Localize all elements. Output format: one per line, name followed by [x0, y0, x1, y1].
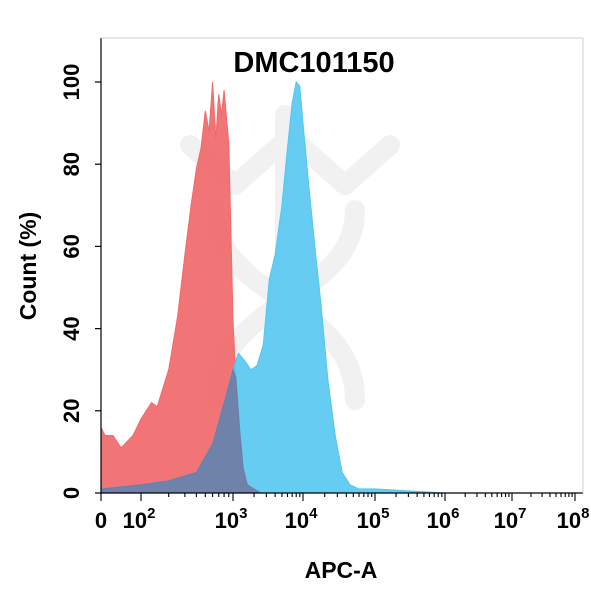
y-tick-label: 0 [59, 487, 84, 499]
x-tick-label: 106 [427, 505, 460, 533]
x-tick-label: 108 [557, 505, 590, 533]
x-axis-title: APC-A [305, 557, 378, 583]
x-tick-label: 103 [215, 505, 248, 533]
y-axis-title: Count (%) [15, 212, 41, 321]
x-axis-ticks: 0 102 103 104 105 106 107 108 [95, 493, 590, 533]
x-tick-label: 0 [95, 508, 107, 533]
y-tick-label: 80 [59, 152, 84, 176]
y-axis-ticks: 0 20 40 60 80 100 [59, 64, 101, 499]
x-tick-label: 107 [494, 505, 527, 533]
y-tick-label: 20 [59, 399, 84, 423]
x-tick-label: 104 [285, 505, 318, 533]
y-tick-label: 40 [59, 316, 84, 340]
x-tick-label: 102 [123, 505, 156, 533]
plot-frame [100, 37, 584, 494]
chart-title: DMC101150 [233, 47, 394, 79]
series-layer [100, 80, 446, 494]
histogram-series-3 [100, 368, 263, 494]
x-tick-label: 105 [357, 505, 390, 533]
y-tick-label: 60 [59, 234, 84, 258]
y-tick-label: 100 [59, 64, 84, 101]
